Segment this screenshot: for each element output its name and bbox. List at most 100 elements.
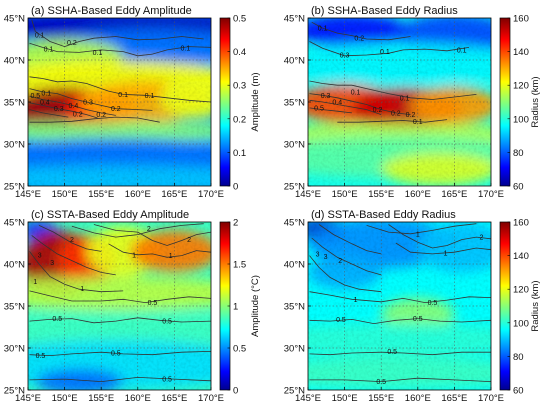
colorbar-tick-label: 120 — [513, 285, 529, 296]
colorbar-label: Radius (km) — [530, 280, 541, 331]
panel-b: 0.10.20.3 0.1 0.10.30.40.5 0.20.10.2 0.20.10… — [284, 5, 541, 200]
colorbar-tick-label: 80 — [513, 148, 524, 159]
contour-label: 1 — [132, 252, 136, 259]
y-tick-label: 35°N — [4, 302, 25, 313]
contour-label: 1 — [169, 253, 173, 260]
colorbar-tick-label: 160 — [513, 218, 529, 229]
contour-labels: 3 3 2 1 2 1 2 1 1 0.5 0.5 0.5 0.5 0.5 0.5 — [33, 226, 191, 383]
colorbar-tick-label: 0 — [233, 182, 238, 193]
contour-line — [309, 351, 491, 356]
contour-label: 0.5 — [413, 316, 423, 323]
contour-line — [388, 224, 491, 249]
contour-label: 0.5 — [30, 93, 40, 100]
contour-label: 2 — [480, 235, 484, 242]
x-tick-label: 150°E — [52, 189, 78, 200]
contour-line — [29, 102, 98, 119]
colorbar-tick-label: 1 — [233, 302, 238, 313]
contour-label: 0.1 — [35, 32, 45, 39]
contour-label: 0.5 — [428, 300, 438, 307]
panel-d: 3 2 3 1 2 1 1 0.5 0.5 0.5 0.5 0.5 145°E 150°E 155°E 160… — [284, 209, 541, 405]
x-tick-label: 145°E — [15, 189, 41, 200]
contour-label: 0.1 — [380, 49, 390, 56]
contour-label: 3 — [324, 254, 328, 261]
panel-c: 3 3 2 1 2 1 2 1 1 0.5 0.5 0.5 0.5 0.5 0.5 145°E 150°E 155… — [4, 209, 261, 404]
contour-label: 1 — [80, 286, 84, 293]
contour-label: 0.2 — [373, 107, 383, 114]
contour-label: 0.1 — [118, 92, 128, 99]
contour-label: 0.1 — [318, 26, 328, 33]
x-tick-label: 160°E — [125, 189, 151, 200]
y-tick-label: 30°N — [4, 344, 25, 355]
contour-label: 0.3 — [340, 52, 350, 59]
colorbar-tick-label: 0.5 — [233, 14, 246, 25]
contour-line — [309, 80, 477, 100]
contour-line — [311, 237, 382, 276]
contour-line — [29, 351, 211, 357]
x-tick-label: 165°E — [441, 189, 467, 200]
contour-label: 0.5 — [162, 319, 172, 326]
heatmap-field — [308, 222, 491, 390]
contour-line — [309, 255, 382, 293]
y-tick-label: 30°N — [284, 344, 305, 355]
contour-lines — [29, 223, 211, 383]
contour-line — [29, 95, 116, 116]
contour-line — [309, 291, 491, 304]
contour-line — [93, 224, 211, 246]
panel-title: (b) SSHA-Based Eddy Radius — [311, 5, 458, 17]
y-tick-label: 25°N — [4, 182, 25, 193]
contour-line — [309, 377, 491, 383]
contour-label: 0.5 — [162, 377, 172, 384]
contour-label: 0.5 — [148, 300, 158, 307]
contour-label: 1 — [33, 279, 37, 286]
colorbar-tick-label: 140 — [513, 47, 529, 58]
contour-line — [366, 223, 477, 235]
colorbar-tick-label: 160 — [513, 14, 529, 25]
x-tick-label: 170°E — [198, 189, 224, 200]
contour-line — [71, 223, 204, 238]
x-tick-label: 145°E — [15, 393, 41, 404]
y-tick-label: 45°N — [4, 14, 25, 25]
y-tick-label: 45°N — [284, 14, 305, 25]
contour-label: 0.4 — [332, 100, 342, 107]
y-tick-label: 35°N — [284, 302, 305, 313]
y-tick-label: 45°N — [284, 218, 305, 229]
x-tick-label: 155°E — [368, 393, 394, 404]
contour-label: 0.5 — [36, 353, 46, 360]
contour-labels: 0.10.10.20.10.10.10.20.30.40.50.40.30.2 0… — [30, 32, 190, 119]
contour-label: 0.1 — [41, 90, 51, 97]
colorbar-tick-label: 60 — [513, 182, 524, 193]
contour-line — [311, 21, 411, 41]
gridlines — [28, 222, 211, 390]
contour-line — [31, 19, 204, 48]
colorbar-label: Amplitude (m) — [250, 72, 261, 131]
contour-line — [309, 41, 470, 57]
contour-line — [29, 109, 69, 118]
panel-title: (d) SSTA-Based Eddy Radius — [311, 209, 456, 221]
axis-ticks: 145°E 150°E 155°E 160°E 165°E 170°E 45°N 40°N 35… — [4, 14, 224, 201]
contour-label: 3 — [38, 252, 42, 259]
contour-label: 0.5 — [336, 317, 346, 324]
contour-label: 0.5 — [387, 349, 397, 356]
contour-label: 0.5 — [111, 351, 121, 358]
contour-label: 1 — [416, 231, 420, 238]
y-tick-label: 40°N — [284, 56, 305, 67]
y-tick-label: 40°N — [284, 260, 305, 271]
contour-label: 0.5 — [376, 379, 386, 386]
axis-ticks: 145°E 150°E 155°E 160°E 165°E 170°E 45°N 40°N 35… — [284, 218, 504, 405]
contour-line — [309, 318, 491, 325]
contour-label: 2 — [338, 258, 342, 265]
contour-line — [318, 224, 382, 255]
x-tick-label: 165°E — [161, 393, 187, 404]
contour-label: 0.4 — [40, 100, 50, 107]
contour-label: 0.2 — [111, 106, 121, 113]
colorbar: 2 1.5 1 0.5 0 Amplitude (°C) — [219, 218, 261, 397]
y-tick-label: 30°N — [284, 140, 305, 151]
contour-line — [29, 317, 211, 324]
x-tick-label: 160°E — [405, 189, 431, 200]
x-tick-label: 145°E — [295, 393, 321, 404]
colorbar-tick-label: 2 — [233, 218, 238, 229]
contour-label: 1 — [444, 251, 448, 258]
contour-lines — [29, 19, 211, 123]
colorbar-label: Amplitude (°C) — [250, 275, 261, 337]
